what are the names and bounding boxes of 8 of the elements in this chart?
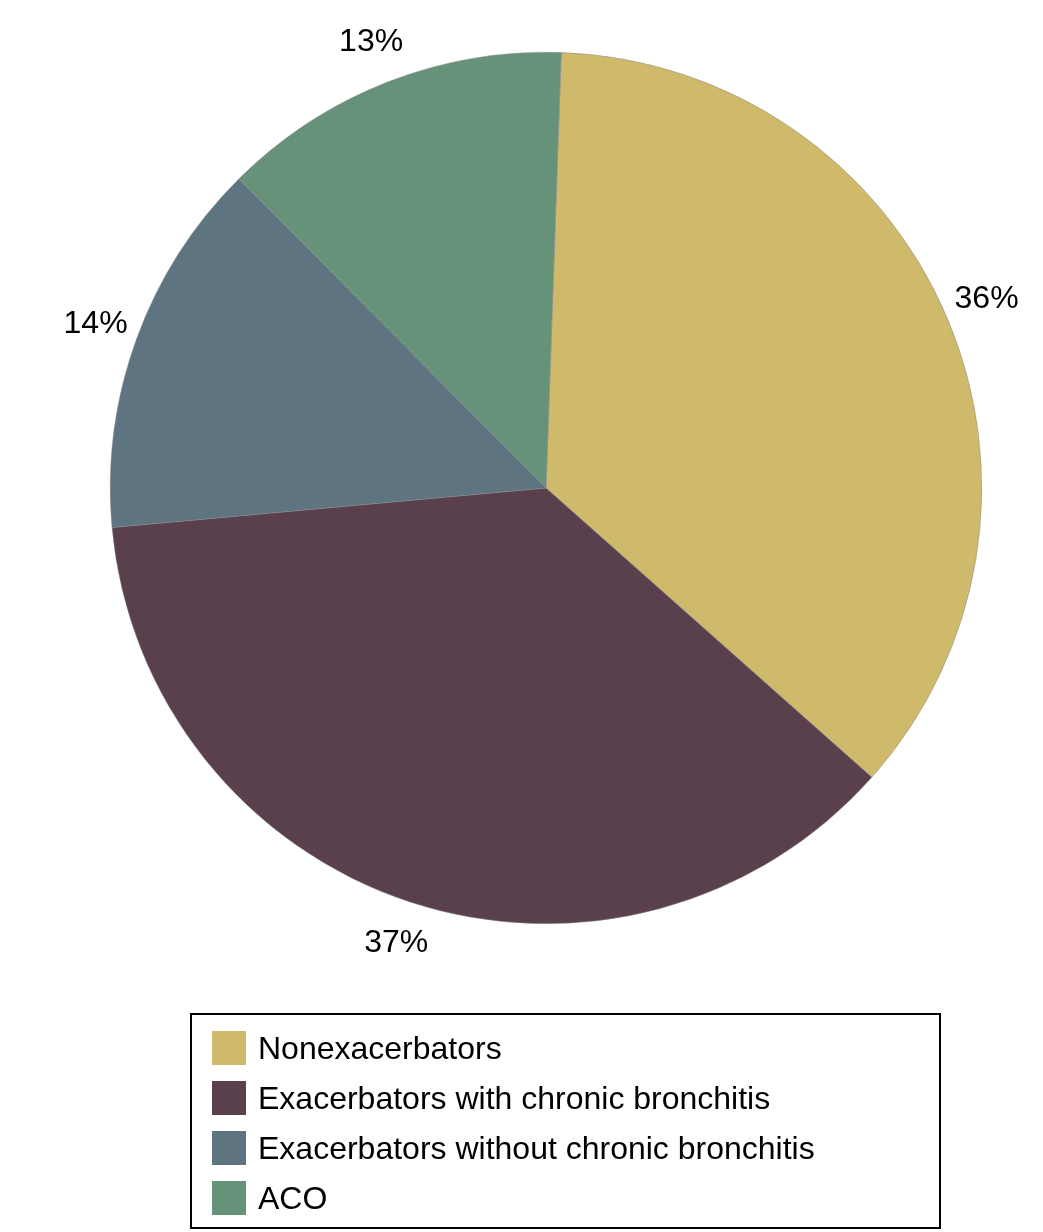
legend-label: ACO <box>258 1179 328 1217</box>
data-label: 36% <box>954 279 1019 315</box>
data-label: 13% <box>339 21 404 58</box>
legend-label: Exacerbators without chronic bronchitis <box>258 1129 815 1167</box>
data-label: 14% <box>63 303 128 340</box>
legend-label: Exacerbators with chronic bronchitis <box>258 1079 771 1117</box>
legend-label: Nonexacerbators <box>258 1029 502 1067</box>
data-label: 37% <box>364 923 429 960</box>
